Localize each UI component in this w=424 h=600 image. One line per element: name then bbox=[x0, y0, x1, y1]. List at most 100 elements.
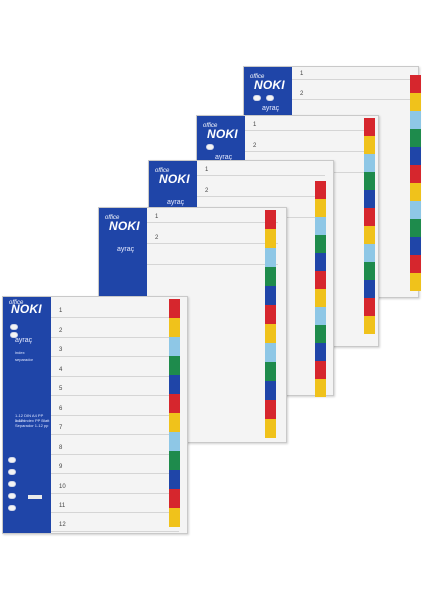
tab-green[interactable] bbox=[315, 235, 326, 253]
tab-red[interactable] bbox=[315, 361, 326, 379]
tab-blue[interactable] bbox=[315, 343, 326, 361]
tab-blue[interactable] bbox=[364, 280, 375, 298]
row-line bbox=[51, 337, 179, 338]
legend-line: Separador 1-12 pp bbox=[15, 423, 49, 428]
line-rows: 1 2 3 4 5 6 7 8 9 10 11 12 bbox=[51, 297, 179, 535]
ayrac-label: ayraç bbox=[262, 105, 280, 112]
row-number: 2 bbox=[253, 143, 257, 149]
line-rows: 1 2 bbox=[292, 67, 410, 117]
tab-green[interactable] bbox=[364, 172, 375, 190]
divider-sheet-1: office NOKI ayraç index separador 1-12 D… bbox=[2, 296, 188, 534]
row-number: 1 bbox=[300, 71, 304, 77]
punch-hole bbox=[10, 324, 18, 330]
tab-lightblue[interactable] bbox=[364, 244, 375, 262]
tab-lightblue[interactable] bbox=[410, 201, 421, 219]
row-line bbox=[51, 317, 179, 318]
tab-lightblue[interactable] bbox=[410, 111, 421, 129]
tab-lightblue[interactable] bbox=[364, 154, 375, 172]
row-number: 11 bbox=[59, 503, 66, 509]
tab-blue[interactable] bbox=[265, 286, 276, 305]
row-line bbox=[51, 531, 179, 532]
tab-red[interactable] bbox=[315, 271, 326, 289]
punch-hole bbox=[8, 481, 16, 487]
tab-lightblue[interactable] bbox=[315, 217, 326, 235]
tab-red[interactable] bbox=[169, 394, 180, 413]
tab-blue[interactable] bbox=[315, 253, 326, 271]
tab-yellow[interactable] bbox=[315, 289, 326, 307]
tab-red[interactable] bbox=[315, 181, 326, 199]
row-number: 7 bbox=[59, 425, 63, 431]
tab-red[interactable] bbox=[410, 165, 421, 183]
brand-logo: NOKI bbox=[207, 127, 238, 141]
row-number: 2 bbox=[155, 235, 159, 241]
tab-yellow[interactable] bbox=[169, 508, 180, 527]
tab-red[interactable] bbox=[169, 489, 180, 508]
tab-green[interactable] bbox=[265, 267, 276, 286]
separador-label: separador bbox=[15, 357, 34, 362]
line-rows: 1 2 bbox=[147, 208, 278, 288]
tab-blue[interactable] bbox=[364, 190, 375, 208]
tab-green[interactable] bbox=[410, 219, 421, 237]
tab-blue[interactable] bbox=[265, 381, 276, 400]
punch-hole bbox=[10, 332, 18, 338]
tab-yellow[interactable] bbox=[265, 229, 276, 248]
tab-yellow[interactable] bbox=[410, 183, 421, 201]
punch-hole bbox=[8, 469, 16, 475]
tab-blue[interactable] bbox=[410, 237, 421, 255]
tab-green[interactable] bbox=[169, 451, 180, 470]
tab-red[interactable] bbox=[265, 305, 276, 324]
tab-lightblue[interactable] bbox=[315, 307, 326, 325]
tab-yellow[interactable] bbox=[315, 379, 326, 397]
brand-logo: NOKI bbox=[11, 302, 42, 316]
tab-red[interactable] bbox=[364, 208, 375, 226]
tab-green[interactable] bbox=[169, 356, 180, 375]
tab-lightblue[interactable] bbox=[265, 248, 276, 267]
row-line bbox=[51, 493, 179, 494]
tab-red[interactable] bbox=[410, 255, 421, 273]
blue-cover: office NOKI ayraç index separador 1-12 D… bbox=[3, 297, 51, 533]
punch-hole bbox=[8, 493, 16, 499]
tab-yellow[interactable] bbox=[364, 136, 375, 154]
tab-blue[interactable] bbox=[410, 147, 421, 165]
tab-lightblue[interactable] bbox=[265, 343, 276, 362]
logo-tag: office bbox=[105, 215, 120, 221]
ayrac-label: ayraç bbox=[15, 337, 33, 344]
row-line bbox=[51, 356, 179, 357]
row-line bbox=[51, 415, 179, 416]
tab-yellow[interactable] bbox=[410, 273, 421, 291]
row-line bbox=[197, 196, 325, 197]
tab-green[interactable] bbox=[315, 325, 326, 343]
tab-red[interactable] bbox=[169, 299, 180, 318]
row-number: 10 bbox=[59, 484, 66, 490]
tab-red[interactable] bbox=[265, 400, 276, 419]
row-number: 4 bbox=[59, 367, 63, 373]
tab-red[interactable] bbox=[364, 298, 375, 316]
legend-line: 1-12 Index PP Blatt bbox=[15, 418, 50, 423]
row-number: 3 bbox=[59, 347, 63, 353]
tab-lightblue[interactable] bbox=[169, 432, 180, 451]
row-line bbox=[51, 473, 179, 474]
tab-blue[interactable] bbox=[169, 375, 180, 394]
row-line bbox=[51, 376, 179, 377]
tab-blue[interactable] bbox=[169, 470, 180, 489]
tab-red[interactable] bbox=[364, 118, 375, 136]
barcode-box bbox=[28, 495, 42, 499]
tab-yellow[interactable] bbox=[169, 413, 180, 432]
tab-yellow[interactable] bbox=[265, 324, 276, 343]
row-line bbox=[292, 99, 410, 100]
ayrac-label: ayraç bbox=[215, 154, 233, 161]
tab-red[interactable] bbox=[265, 210, 276, 229]
tab-yellow[interactable] bbox=[169, 318, 180, 337]
tab-yellow[interactable] bbox=[410, 93, 421, 111]
tab-lightblue[interactable] bbox=[169, 337, 180, 356]
row-number: 2 bbox=[59, 328, 63, 334]
tab-yellow[interactable] bbox=[265, 419, 276, 438]
tab-yellow[interactable] bbox=[315, 199, 326, 217]
tab-yellow[interactable] bbox=[364, 226, 375, 244]
tab-red[interactable] bbox=[410, 75, 421, 93]
punch-hole bbox=[266, 95, 274, 101]
tab-green[interactable] bbox=[265, 362, 276, 381]
tab-green[interactable] bbox=[410, 129, 421, 147]
tab-yellow[interactable] bbox=[364, 316, 375, 334]
tab-green[interactable] bbox=[364, 262, 375, 280]
